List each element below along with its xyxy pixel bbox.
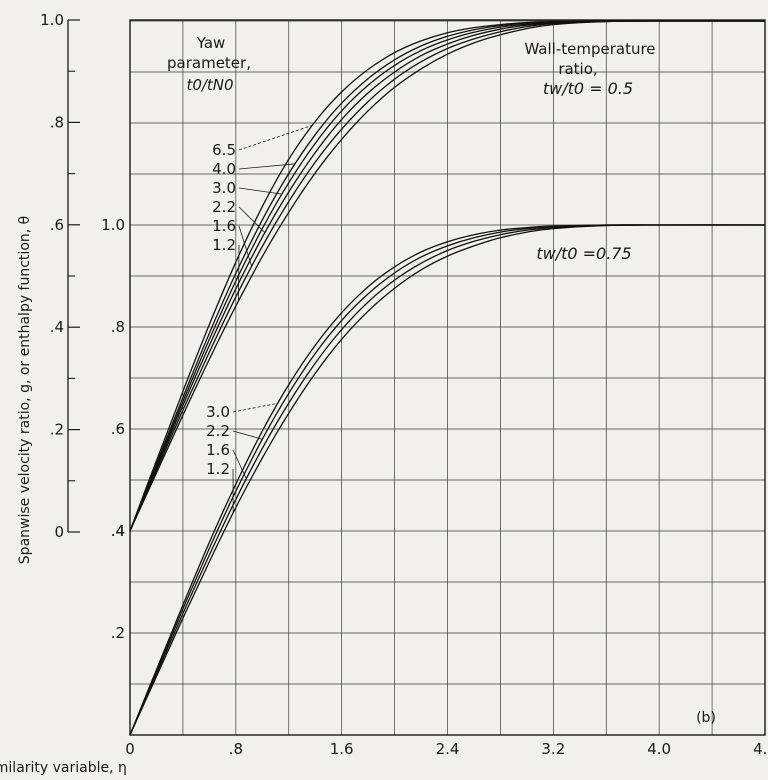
left-y-tick-label: .6 xyxy=(50,216,64,234)
lower-ratio-label: tw/t0 =0.75 xyxy=(536,244,631,263)
series-label-1-2: 1.2 xyxy=(206,460,230,478)
series-label-leader xyxy=(238,163,296,170)
x-tick-label: 2.4 xyxy=(436,740,460,758)
left-y-tick-label: .2 xyxy=(50,421,64,439)
curve-upper-1-2 xyxy=(129,20,766,532)
x-tick-label: 3.2 xyxy=(541,740,565,758)
plot-frame xyxy=(129,19,766,736)
inner-y-tick-label: 1.0 xyxy=(101,216,125,234)
series-label-leader xyxy=(238,206,266,233)
series-label-leader xyxy=(232,402,279,413)
wall-title-line1: Wall-temperature xyxy=(524,40,655,58)
series-label-leader xyxy=(232,449,247,480)
inner-y-ticks: .2.4.6.81.0.4 xyxy=(101,216,125,642)
x-tick-label: 0 xyxy=(125,740,135,758)
x-axis-label: Similarity variable, η xyxy=(0,760,127,776)
inner-y-tick-label: .8 xyxy=(111,318,125,336)
series-label-2-2: 2.2 xyxy=(212,198,236,216)
inner-y-tick-label: .2 xyxy=(111,624,125,642)
series-labels: 6.54.03.02.21.61.23.02.21.61.2 xyxy=(206,141,236,478)
curve-lower-1-2 xyxy=(129,224,766,736)
series-label-leader xyxy=(238,244,240,302)
series-label-1-6: 1.6 xyxy=(212,217,236,235)
curve-lower-2-2 xyxy=(129,224,765,736)
x-tick-label: 1.6 xyxy=(330,740,354,758)
series-label-2-2: 2.2 xyxy=(206,422,230,440)
yaw-title-line3: t0/tN0 xyxy=(186,76,233,94)
series-label-3-0: 3.0 xyxy=(212,179,236,197)
yaw-title-line1: Yaw xyxy=(196,34,226,52)
series-label-6-5: 6.5 xyxy=(212,141,236,159)
left-y-tick-label: 0 xyxy=(54,523,64,541)
curves xyxy=(129,20,766,736)
series-label-leaders xyxy=(232,124,313,513)
left-y-tick-label: .8 xyxy=(50,113,64,131)
grid xyxy=(130,20,765,735)
inner-y-tick-label: .6 xyxy=(111,420,125,438)
panel-label: (b) xyxy=(696,710,716,726)
series-label-leader xyxy=(238,124,313,151)
upper-ratio-label: tw/t0 = 0.5 xyxy=(543,79,633,98)
wall-title-line2: ratio, xyxy=(558,60,597,78)
left-y-ticks: 0 .2 .4 .6 .8 1.0 xyxy=(40,11,80,541)
curve-lower-1-6 xyxy=(129,224,766,736)
series-label-4-0: 4.0 xyxy=(212,160,236,178)
series-label-3-0: 3.0 xyxy=(206,403,230,421)
curve-upper-1-6 xyxy=(129,20,766,532)
left-y-tick-label: .4 xyxy=(50,318,64,336)
series-label-1-2: 1.2 xyxy=(212,236,236,254)
inner-y-tick-label: .4 xyxy=(111,522,125,540)
series-label-leader xyxy=(238,225,253,267)
left-y-tick-label: 1.0 xyxy=(40,11,64,29)
yaw-title-line2: parameter, xyxy=(167,54,251,72)
x-tick-label: 4.8 xyxy=(753,740,768,758)
x-tick-label: .8 xyxy=(229,740,243,758)
y-axis-label: Spanwise velocity ratio, g, or enthalpy … xyxy=(17,216,33,564)
series-label-1-6: 1.6 xyxy=(206,441,230,459)
series-label-leader xyxy=(238,187,283,195)
x-ticks: 0 .8 1.6 2.4 3.2 4.0 4.8 xyxy=(125,740,768,758)
x-tick-label: 4.0 xyxy=(647,740,671,758)
series-label-leader xyxy=(232,430,263,440)
inner-y-tick-label-origin: .4 xyxy=(111,522,125,540)
